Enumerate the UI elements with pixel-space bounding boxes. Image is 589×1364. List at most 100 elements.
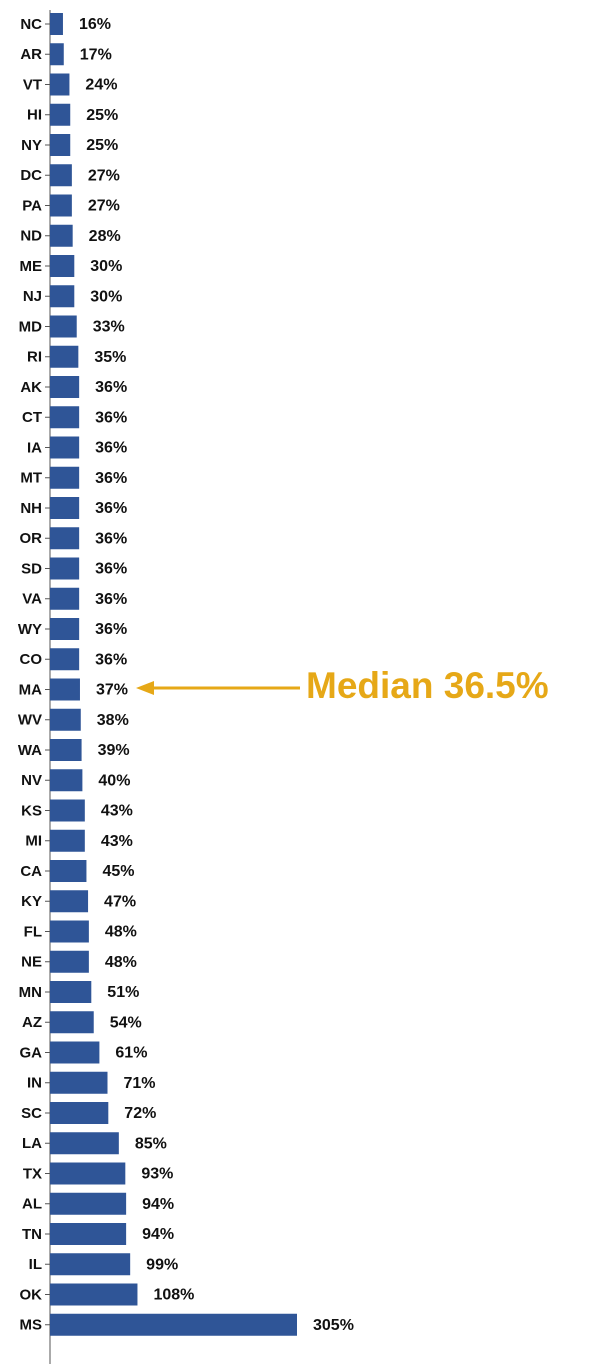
bar	[50, 1041, 100, 1064]
bar	[50, 285, 75, 308]
bar	[50, 1313, 297, 1336]
arrow-head	[136, 681, 154, 695]
y-tick-label: NV	[21, 772, 42, 789]
y-tick-label: FL	[24, 923, 42, 940]
y-tick-label: CA	[20, 863, 42, 880]
data-label: 54%	[110, 1014, 142, 1031]
bar	[50, 527, 80, 550]
bar	[50, 950, 89, 973]
y-tick-label: TX	[23, 1165, 42, 1182]
y-tick-label: MS	[20, 1317, 43, 1334]
bar	[50, 648, 80, 671]
y-tick-label: MA	[19, 681, 42, 698]
y-tick-label: MD	[19, 318, 42, 335]
data-label: 99%	[146, 1256, 178, 1273]
y-tick-label: WV	[18, 712, 42, 729]
data-label: 94%	[142, 1196, 174, 1213]
y-tick-label: VA	[22, 591, 42, 608]
data-label: 28%	[89, 228, 121, 245]
y-tick-label: ME	[20, 258, 43, 275]
y-tick-label: SC	[21, 1105, 42, 1122]
bar	[50, 860, 87, 882]
bar	[50, 164, 72, 187]
y-tick-label: OR	[20, 530, 43, 547]
data-label: 72%	[124, 1105, 156, 1122]
bar	[50, 587, 80, 610]
annotation: Median 36.5%	[306, 665, 549, 706]
bar	[50, 436, 80, 459]
bar	[50, 1283, 138, 1306]
data-label: 25%	[86, 107, 118, 124]
data-label: 85%	[135, 1135, 167, 1152]
data-label: 35%	[94, 349, 126, 366]
data-label: 94%	[142, 1226, 174, 1243]
data-label: 37%	[96, 682, 128, 699]
data-label: 36%	[95, 470, 127, 487]
y-tick-label: GA	[20, 1044, 43, 1061]
bar	[50, 497, 80, 519]
bar	[50, 769, 83, 792]
y-tick-label: SD	[21, 560, 42, 577]
bar	[50, 1192, 127, 1215]
data-label: 30%	[90, 288, 122, 305]
bar	[50, 1132, 119, 1155]
bar	[50, 43, 64, 66]
data-label: 61%	[115, 1045, 147, 1062]
y-tick-label: LA	[22, 1135, 42, 1152]
data-label: 36%	[95, 561, 127, 578]
bar	[50, 134, 71, 156]
y-tick-label: PA	[22, 197, 42, 214]
median-arrow	[136, 681, 300, 695]
data-label: 36%	[95, 651, 127, 668]
y-tick-label: AZ	[22, 1014, 42, 1031]
y-tick-label: NJ	[23, 288, 42, 305]
bar	[50, 194, 72, 217]
bar	[50, 13, 63, 35]
data-label: 47%	[104, 893, 136, 910]
bar	[50, 406, 80, 429]
y-tick-label: CT	[22, 409, 42, 426]
bar	[50, 315, 77, 338]
bar	[50, 920, 89, 943]
data-label: 108%	[153, 1287, 194, 1304]
data-label: 30%	[90, 258, 122, 275]
y-tick-label: CO	[20, 651, 43, 668]
bar	[50, 1162, 126, 1185]
data-label: 43%	[101, 833, 133, 850]
bar	[50, 829, 85, 852]
data-label: 36%	[95, 500, 127, 517]
bar	[50, 1223, 127, 1245]
y-tick-label: NY	[21, 137, 42, 154]
y-tick-label: WY	[18, 621, 42, 638]
y-tick-label: WA	[18, 742, 42, 759]
bar	[50, 557, 80, 580]
y-tick-label: AK	[20, 379, 42, 396]
data-label: 27%	[88, 167, 120, 184]
y-tick-label: DC	[20, 167, 42, 184]
y-tick-label: ND	[20, 228, 42, 245]
bar	[50, 799, 85, 822]
data-label: 71%	[123, 1075, 155, 1092]
y-tick-label: MT	[20, 470, 42, 487]
y-tick-label: KY	[21, 893, 42, 910]
data-label: 36%	[95, 379, 127, 396]
data-label: 36%	[95, 591, 127, 608]
y-tick-label: OK	[20, 1286, 43, 1303]
data-label: 16%	[79, 16, 111, 33]
data-label: 27%	[88, 198, 120, 215]
bar	[50, 1071, 108, 1094]
data-label: 39%	[98, 742, 130, 759]
bar	[50, 73, 70, 96]
bar	[50, 708, 81, 731]
data-label: 43%	[101, 803, 133, 820]
bar	[50, 376, 80, 398]
y-tick-label: NC	[20, 16, 42, 33]
data-label: 17%	[80, 46, 112, 63]
y-tick-label: HI	[27, 107, 42, 124]
bar	[50, 466, 80, 489]
y-tick-label: TN	[22, 1226, 42, 1243]
bar	[50, 1253, 131, 1276]
bar	[50, 1011, 94, 1034]
data-label: 305%	[313, 1317, 354, 1334]
